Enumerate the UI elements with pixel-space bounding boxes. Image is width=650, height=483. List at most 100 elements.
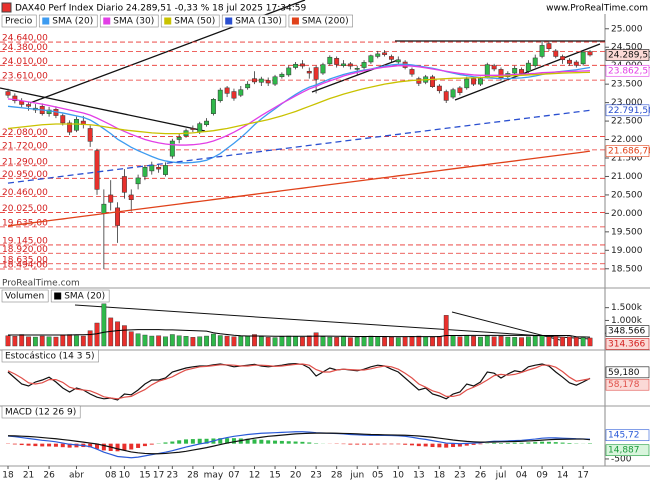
volume-bar bbox=[115, 321, 120, 347]
histogram-bar bbox=[348, 443, 353, 445]
x-tick-label: 20 bbox=[290, 471, 302, 481]
candle-body bbox=[299, 63, 305, 67]
volume-bar bbox=[512, 337, 518, 347]
candle-body bbox=[436, 85, 442, 92]
volume-bar bbox=[409, 336, 415, 347]
candle-body bbox=[94, 150, 100, 190]
volume-bar bbox=[382, 337, 387, 347]
candle-body bbox=[224, 87, 230, 94]
legend-box bbox=[50, 289, 110, 303]
y-tick-label: 19.000 bbox=[611, 246, 643, 256]
volume-bar bbox=[245, 335, 251, 347]
legend-box bbox=[99, 14, 159, 28]
candle-body bbox=[108, 194, 114, 203]
candle-body bbox=[176, 137, 182, 140]
volume-bar bbox=[525, 336, 531, 347]
histogram-bar bbox=[33, 443, 38, 447]
candle-body bbox=[430, 76, 435, 87]
candle-body bbox=[87, 128, 93, 142]
legend-box bbox=[1, 349, 99, 363]
candle-body bbox=[416, 78, 422, 84]
x-tick-label: 17 bbox=[153, 471, 164, 481]
volume-bar bbox=[197, 336, 203, 347]
candle-body bbox=[217, 89, 223, 102]
level-label: 21.290,00 bbox=[2, 157, 48, 167]
candle-body bbox=[67, 122, 73, 133]
histogram-bar bbox=[567, 442, 572, 444]
candle-body bbox=[361, 62, 367, 68]
histogram-bar bbox=[40, 443, 45, 447]
candle-body bbox=[313, 67, 319, 80]
candle-body bbox=[258, 78, 264, 83]
legend-item: SMA (30) bbox=[99, 14, 159, 28]
trend-line bbox=[311, 59, 399, 93]
histogram-bar bbox=[300, 441, 305, 444]
legend-label: SMA (200) bbox=[302, 17, 349, 27]
volume-bar bbox=[361, 336, 367, 347]
histogram-bar bbox=[122, 443, 127, 451]
candle-body bbox=[341, 63, 346, 66]
level-label: 20.460,00 bbox=[2, 188, 48, 198]
candle-body bbox=[265, 80, 271, 84]
x-tick-label: may bbox=[204, 471, 224, 481]
volume-bar bbox=[430, 336, 435, 347]
candle-body bbox=[464, 78, 470, 89]
candle-body bbox=[60, 115, 66, 124]
volume-bar bbox=[183, 336, 189, 347]
volume-bar bbox=[368, 335, 374, 347]
histogram-bar bbox=[498, 443, 503, 444]
volume-bar bbox=[491, 336, 497, 347]
candle-body bbox=[252, 78, 257, 83]
chart-title: DAX40 Perf Index Diario 24.289,51 -0,33 … bbox=[15, 4, 306, 14]
legend-item: SMA (130) bbox=[221, 14, 287, 28]
volume-bar bbox=[567, 336, 572, 347]
volume-bar bbox=[39, 335, 45, 347]
histogram-bar bbox=[540, 441, 545, 444]
histogram-bar bbox=[177, 440, 182, 444]
candle-body bbox=[115, 207, 121, 226]
macd-line bbox=[7, 432, 591, 455]
volume-bar bbox=[306, 335, 312, 347]
histogram-bar bbox=[437, 443, 442, 448]
sma-line bbox=[7, 109, 591, 184]
sma-line bbox=[7, 63, 591, 164]
histogram-bar bbox=[115, 443, 120, 452]
histogram-bar bbox=[355, 443, 360, 445]
histogram-bar bbox=[526, 442, 531, 444]
legend-label: SMA (50) bbox=[174, 17, 215, 27]
y-tick-label: 18.500 bbox=[611, 264, 643, 274]
legend-box bbox=[160, 14, 220, 28]
histogram-bar bbox=[204, 438, 209, 444]
volume-bar bbox=[402, 336, 408, 347]
volume-bar bbox=[498, 336, 504, 347]
histogram-bar bbox=[423, 443, 428, 447]
volume-bar bbox=[587, 337, 593, 347]
candle-body bbox=[204, 120, 210, 126]
histogram-bar bbox=[416, 443, 421, 447]
histogram-bar bbox=[560, 442, 565, 444]
histogram-bar bbox=[129, 443, 134, 450]
candle-body bbox=[142, 166, 148, 177]
histogram-bar bbox=[19, 443, 24, 446]
volume-bar bbox=[334, 337, 340, 347]
candle-body bbox=[560, 56, 566, 61]
volume-bar bbox=[532, 335, 538, 347]
histogram-bar bbox=[95, 443, 100, 449]
watermark: ProRealTime.com bbox=[2, 279, 80, 289]
volume-bar bbox=[217, 335, 223, 347]
candle-body bbox=[368, 55, 374, 63]
volume-bar bbox=[142, 334, 148, 347]
histogram-bar bbox=[478, 443, 483, 445]
y-tick-label: 23.000 bbox=[611, 98, 643, 108]
candle-body bbox=[190, 128, 196, 130]
candle-body bbox=[74, 118, 79, 131]
legend-item: SMA (20) bbox=[38, 14, 98, 28]
candle-body bbox=[388, 56, 394, 60]
trend-line bbox=[454, 43, 601, 101]
volume-bar bbox=[341, 336, 346, 347]
histogram-bar bbox=[457, 443, 462, 447]
candle-body bbox=[210, 99, 216, 114]
candle-body bbox=[279, 73, 285, 78]
legend-item: SMA (20) bbox=[50, 289, 110, 303]
histogram-bar bbox=[505, 442, 510, 444]
